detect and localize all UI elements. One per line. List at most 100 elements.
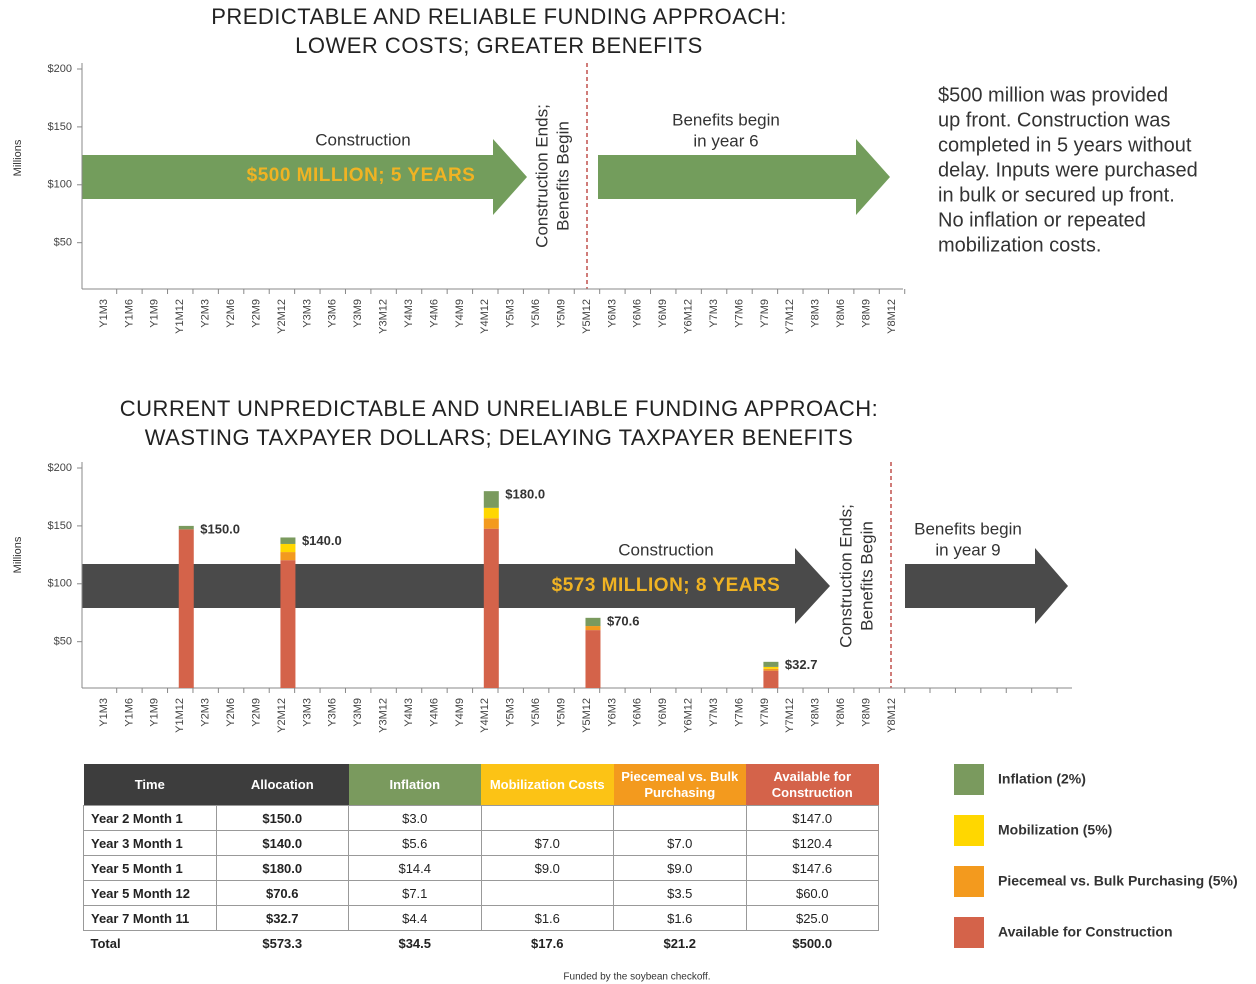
table-header: Allocation (216, 764, 349, 806)
y-tick-label: $50 (54, 237, 72, 249)
note: mobilization costs. (938, 234, 1101, 256)
x-tick-label: Y3M6 (327, 698, 339, 727)
table-cell: $3.5 (613, 880, 747, 906)
x-tick-label: Y6M9 (657, 299, 669, 328)
table-cell: $7.0 (480, 830, 614, 856)
data-label: $32.7 (785, 657, 818, 672)
x-tick-label: Y1M9 (149, 299, 161, 328)
bar-segment (178, 525, 194, 530)
table-row: Year 2 Month 1 $150.0 $3.0 $147.0 (83, 805, 879, 831)
x-tick-label: Y4M3 (403, 698, 415, 727)
annotation: Benefits Begin (857, 521, 876, 631)
table-cell: $500.0 (792, 935, 833, 951)
x-tick-label: Y1M3 (98, 299, 110, 328)
table-cell: $32.7 (215, 905, 349, 931)
table-cell: $140.0 (215, 830, 349, 856)
table-cell: $1.6 (613, 905, 747, 931)
x-tick-label: Y5M9 (555, 299, 567, 328)
x-tick-label: Y2M3 (200, 299, 212, 328)
x-tick-label: Y7M3 (708, 698, 720, 727)
annotation: Construction Ends; (532, 104, 551, 248)
table-cell: $5.6 (348, 830, 482, 856)
x-tick-label: Y7M6 (733, 299, 745, 328)
table-header: Mobilization Costs (481, 764, 614, 806)
bar-segment (763, 668, 779, 671)
table-cell: $14.4 (348, 855, 482, 881)
table-cell: $4.4 (348, 905, 482, 931)
table-cell: $147.6 (745, 855, 879, 881)
y-tick-label: $200 (48, 63, 72, 75)
x-tick-label: Y3M9 (352, 299, 364, 328)
x-tick-label: Y4M9 (454, 299, 466, 328)
bar-segment (280, 537, 296, 544)
chart-title: LOWER COSTS; GREATER BENEFITS (295, 33, 703, 58)
bar-segment (483, 518, 499, 529)
x-tick-label: Y2M9 (250, 698, 262, 727)
table-cell: $150.0 (215, 805, 349, 831)
x-tick-label: Y7M12 (784, 698, 796, 733)
bar-segment (280, 560, 296, 688)
note: up front. Construction was (938, 109, 1170, 131)
x-tick-label: Y3M3 (301, 698, 313, 727)
table-cell: $147.0 (745, 805, 879, 831)
x-tick-label: Y6M3 (606, 299, 618, 328)
x-tick-label: Y5M6 (530, 299, 542, 328)
x-tick-label: Y2M6 (225, 299, 237, 328)
chart-title: WASTING TAXPAYER DOLLARS; DELAYING TAXPA… (145, 425, 854, 450)
x-tick-label: Y6M6 (632, 299, 644, 328)
legend-swatch (954, 815, 984, 846)
table-cell: $60.0 (745, 880, 879, 906)
legend-label: Mobilization (5%) (998, 822, 1112, 838)
x-tick-label: Y5M3 (505, 698, 517, 727)
arrow (598, 139, 890, 215)
bar-segment (585, 617, 601, 627)
annotation: in year 9 (935, 540, 1000, 559)
table-cell: $34.5 (398, 935, 432, 951)
arrow (905, 548, 1068, 624)
table-row: Year 5 Month 12 $70.6 $7.1 $3.5 $60.0 (83, 880, 879, 906)
x-tick-label: Y3M12 (378, 299, 390, 334)
bar-segment (483, 491, 499, 508)
table-header: Piecemeal vs. Bulk Purchasing (613, 764, 746, 806)
x-tick-label: Y1M12 (174, 698, 186, 733)
table-cell: Year 7 Month 11 (83, 905, 217, 931)
table-cell: $573.3 (262, 935, 303, 951)
x-tick-label: Y4M12 (479, 299, 491, 334)
x-tick-label: Y1M3 (98, 698, 110, 727)
x-tick-label: Y3M12 (378, 698, 390, 733)
x-tick-label: Y8M6 (835, 299, 847, 328)
legend-swatch (954, 764, 984, 795)
table-cell: $3.0 (348, 805, 482, 831)
bar-segment (763, 670, 779, 688)
x-tick-label: Y5M12 (581, 698, 593, 733)
table-cell: $21.2 (663, 935, 697, 951)
annotation: $573 MILLION; 8 YEARS (552, 575, 781, 596)
x-tick-label: Y8M12 (886, 698, 898, 733)
x-tick-label: Y1M6 (123, 299, 135, 328)
x-tick-label: Y2M6 (225, 698, 237, 727)
annotation: Benefits begin (914, 519, 1022, 538)
table-cell: $7.0 (613, 830, 747, 856)
data-label: $70.6 (607, 613, 640, 628)
table-row: Year 7 Month 11 $32.7 $4.4 $1.6 $1.6 $25.0 (83, 905, 879, 931)
arrow (82, 548, 830, 624)
x-tick-label: Y4M12 (479, 698, 491, 733)
table-cell: Total (90, 935, 121, 951)
data-label: $140.0 (302, 533, 342, 548)
note: completed in 5 years without (938, 134, 1192, 156)
x-tick-label: Y5M3 (505, 299, 517, 328)
x-tick-label: Y4M9 (454, 698, 466, 727)
y-axis-label: Millions (12, 139, 24, 176)
table-cell: $120.4 (745, 830, 879, 856)
table-cell (613, 805, 747, 831)
annotation: Construction Ends; (836, 504, 855, 648)
table-cell: Year 5 Month 12 (83, 880, 217, 906)
table-cell: Year 3 Month 1 (83, 830, 217, 856)
table-cell: $9.0 (480, 855, 614, 881)
table-row: Year 3 Month 1 $140.0 $5.6 $7.0 $7.0 $120.4 (83, 830, 879, 856)
table-cell: $9.0 (613, 855, 747, 881)
bar-segment (585, 626, 601, 631)
table-cell: $17.6 (530, 935, 564, 951)
legend-label: Piecemeal vs. Bulk Purchasing (5%) (998, 873, 1238, 889)
x-tick-label: Y4M6 (428, 698, 440, 727)
